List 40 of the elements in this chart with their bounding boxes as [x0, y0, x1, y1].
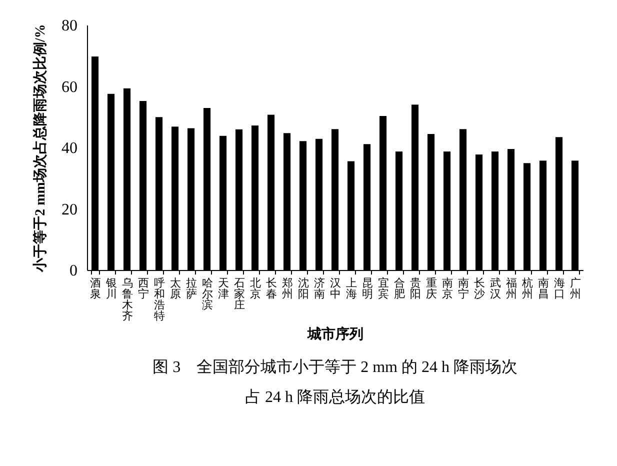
y-tick-label: 60 [62, 78, 78, 96]
x-tick-label: 汉中 [330, 278, 341, 300]
x-tick-label: 拉萨 [186, 278, 197, 300]
x-tick-label: 福州 [506, 276, 517, 300]
x-tick-label: 沈阳 [298, 276, 309, 300]
x-tick-label: 南昌 [538, 276, 549, 300]
y-tick-label: 0 [70, 262, 78, 280]
x-tick-label: 广州 [570, 276, 581, 300]
y-tick-label: 80 [62, 18, 78, 34]
x-tick-label: 呼和浩特 [154, 276, 165, 322]
x-tick-label: 太原 [170, 276, 181, 300]
x-tick-label: 贵阳 [410, 276, 421, 300]
y-axis-title: 小于等于2 mm场次占总降雨场次比例/% [32, 24, 48, 273]
text: 占 24 h 降雨总场次的比值 [245, 388, 425, 406]
x-tick-label: 重庆 [426, 276, 437, 300]
x-tick-label: 杭州 [521, 276, 533, 300]
x-tick-label: 宜宾 [378, 276, 389, 300]
x-tick-label: 石家庄 [234, 278, 245, 312]
x-tick-label: 南京 [442, 276, 453, 300]
x-tick-label: 武汉 [490, 276, 501, 300]
x-tick-label: 长沙 [474, 276, 485, 300]
x-tick-label: 乌鲁木齐 [122, 278, 133, 322]
x-tick-label: 合肥 [394, 276, 405, 300]
x-tick-label: 天津 [218, 278, 229, 300]
x-tick-label: 南宁 [458, 276, 469, 300]
x-tick-label: 酒泉 [90, 276, 101, 300]
x-tick-label: 西宁 [138, 278, 149, 300]
x-tick-label: 长春 [266, 276, 277, 300]
x-tick-label: 上海 [346, 276, 357, 300]
x-tick-label: 北京 [250, 276, 261, 300]
x-tick-label: 郑州 [282, 278, 293, 300]
y-tick-label: 20 [62, 201, 78, 218]
x-tick-label: 哈尔滨 [202, 278, 213, 312]
x-axis-title: 城市序列 [306, 326, 364, 342]
x-tick-label: 昆明 [362, 278, 373, 300]
x-tick-label: 银川 [105, 278, 117, 300]
caption: 图 3 全国部分城市小于等于 2 mm 的 24 h 降雨场次 [152, 358, 518, 376]
x-tick-label: 海口 [554, 278, 565, 300]
x-tick-label: 济南 [314, 276, 325, 300]
y-tick-label: 40 [62, 140, 78, 157]
